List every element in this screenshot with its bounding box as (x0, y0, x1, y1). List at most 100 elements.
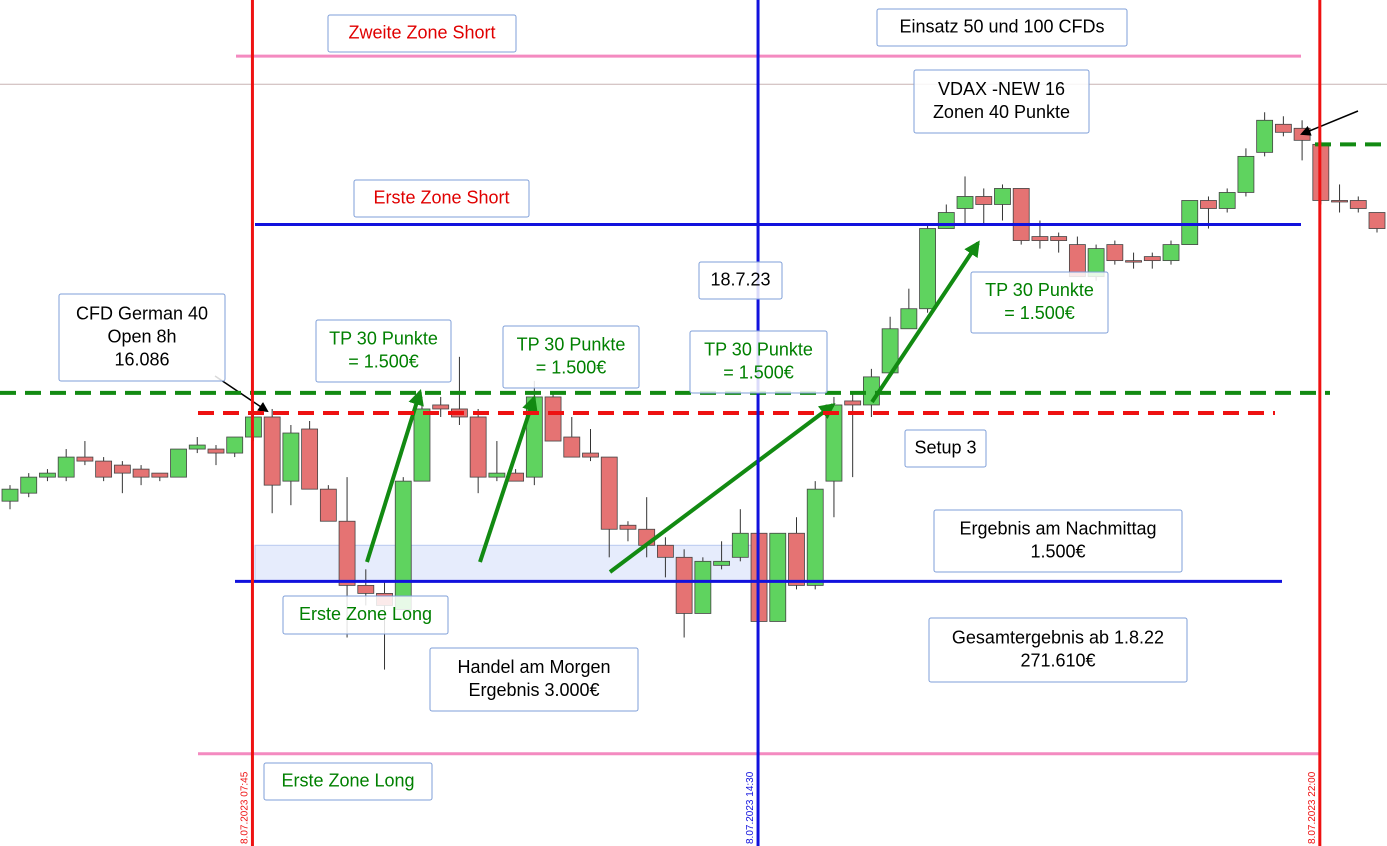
annotation-box (698, 261, 783, 300)
candle-body (544, 396, 562, 442)
annotation-text: = 1.500€ (1004, 303, 1075, 323)
candle-body (170, 448, 187, 478)
candle-body (1050, 236, 1068, 241)
annotation-text: Einsatz 50 und 100 CFDs (899, 16, 1104, 36)
candle-body (1162, 244, 1180, 262)
candle-body (1012, 188, 1030, 241)
candles (1, 112, 1386, 670)
candle-body (563, 436, 581, 458)
annotation-text: Zweite Zone Short (348, 22, 495, 42)
candle-body (1293, 127, 1311, 141)
annotation-text: Zonen 40 Punkte (933, 102, 1070, 122)
annotation-text: = 1.500€ (348, 351, 419, 371)
candle-body (282, 432, 300, 482)
candle-body (488, 472, 506, 478)
candle-body (1218, 192, 1236, 209)
candle-body (57, 456, 75, 478)
candle-body (694, 560, 712, 614)
candle-body (188, 444, 206, 450)
candle-body (76, 456, 94, 462)
candle-body (1106, 244, 1124, 262)
annotation-text: Open 8h (107, 326, 176, 346)
annotation-box (689, 330, 828, 394)
candle-body (338, 520, 356, 586)
candle-body (113, 464, 131, 474)
candle-body (1031, 236, 1049, 241)
candle-body (919, 228, 936, 310)
arrow (608, 403, 836, 574)
annotation-text: 271.610€ (1020, 650, 1095, 670)
annotation-text: Ergebnis 3.000€ (468, 680, 599, 700)
annotation-box (429, 647, 639, 712)
candle-body (657, 544, 674, 558)
annotation-text: VDAX -NEW 16 (938, 79, 1065, 99)
candle-body (844, 400, 862, 406)
candle-body (1, 488, 19, 502)
annotation-text: = 1.500€ (536, 357, 607, 377)
candle-body (675, 556, 693, 614)
candle-body (825, 404, 843, 482)
candle-body (975, 196, 993, 205)
annotation-text: CFD German 40 (76, 303, 208, 323)
candle-body (1181, 200, 1199, 245)
candle-body (301, 428, 319, 490)
candle-body (806, 488, 824, 586)
annotation-text: TP 30 Punkte (704, 339, 813, 359)
candle-body (994, 188, 1011, 205)
candle-body (769, 532, 787, 622)
candle-body (226, 436, 244, 454)
annotation-text: 16.086 (114, 349, 169, 369)
candle-body (95, 460, 113, 478)
time-label: 8.07.2023 07:45 (239, 771, 250, 844)
time-label: 8.07.2023 22:00 (1307, 771, 1318, 844)
annotation-box (913, 69, 1090, 134)
annotation-text: Ergebnis am Nachmittag (959, 518, 1156, 538)
candle-body (151, 472, 169, 478)
candle-body (937, 212, 955, 229)
annotation-box (904, 429, 987, 468)
annotation-box (315, 319, 452, 383)
annotation-text: Erste Zone Long (299, 604, 432, 624)
candle-body (39, 472, 56, 478)
candle-body (619, 524, 637, 530)
annotation-box (933, 509, 1183, 573)
annotation-text: 18.7.23 (710, 269, 770, 289)
annotation-box (876, 8, 1128, 47)
annotation-text: TP 30 Punkte (517, 334, 626, 354)
candle-body (263, 416, 281, 486)
candle-body (582, 452, 599, 458)
candle-body (1143, 256, 1161, 262)
candle-body (132, 468, 150, 478)
candle-body (1274, 123, 1292, 133)
candle-body (1349, 200, 1367, 209)
candle-body (357, 584, 375, 594)
candle-body (413, 408, 431, 482)
arrow (1300, 110, 1359, 136)
annotation-box (502, 325, 640, 389)
arrow (365, 388, 424, 563)
candle-body (1256, 119, 1274, 153)
candle-body (469, 416, 487, 478)
annotations: Zweite Zone Short Einsatz 50 und 100 CFDs… (58, 8, 1188, 801)
annotation-text: Gesamtergebnis ab 1.8.22 (952, 627, 1164, 647)
annotation-text: = 1.500€ (723, 362, 794, 382)
annotation-text: 1.500€ (1030, 541, 1085, 561)
arrow (478, 394, 538, 563)
annotation-box (58, 293, 226, 382)
annotation-box (353, 179, 530, 218)
candle-body (394, 480, 412, 610)
candle-body (432, 404, 450, 410)
candle-body (900, 308, 918, 330)
candle-body (713, 560, 730, 566)
arrow (870, 240, 980, 404)
annotation-text: Handel am Morgen (457, 657, 610, 677)
annotation-text: Erste Zone Long (281, 770, 414, 790)
candle-body (1125, 260, 1142, 263)
annotation-box (928, 617, 1188, 683)
annotation-box (282, 595, 449, 635)
candle-body (1331, 200, 1348, 203)
annotation-box (327, 14, 517, 53)
